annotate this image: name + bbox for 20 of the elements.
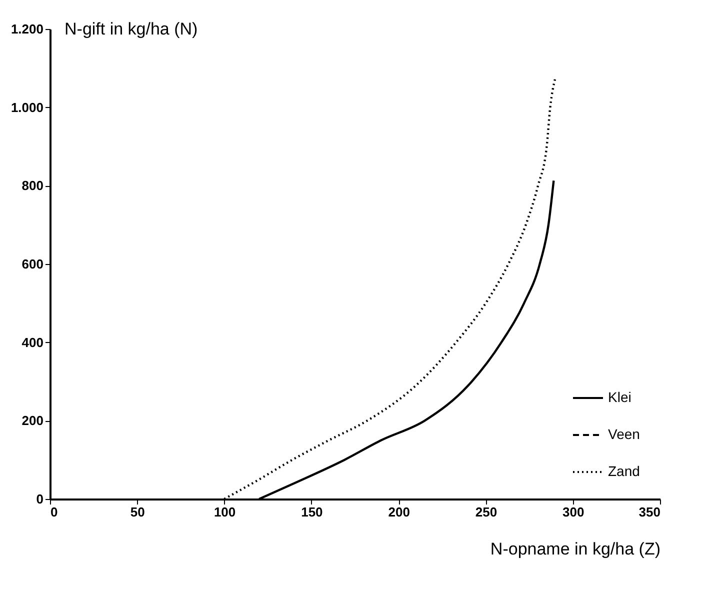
y-tick-label: 0	[36, 492, 44, 506]
legend-label: Klei	[608, 389, 632, 405]
y-tick-label: 800	[22, 178, 44, 194]
y-tick-label: 200	[22, 413, 44, 428]
x-tick-label: 50	[130, 504, 145, 520]
x-tick-label: 250	[475, 504, 498, 520]
legend-label: Zand	[608, 463, 640, 479]
x-tick-label: 100	[214, 504, 236, 520]
y-tick-label: 600	[22, 256, 44, 272]
x-axis-title: N-opname in kg/ha (Z)	[490, 540, 660, 558]
x-tick-label: 0	[50, 504, 58, 520]
x-tick-label: 350	[638, 504, 660, 520]
y-tick-label: 1.200	[10, 22, 44, 36]
x-tick-label: 200	[388, 504, 410, 520]
x-tick-label: 150	[301, 504, 323, 520]
y-tick-label: 1.000	[10, 100, 44, 115]
x-tick-label: 300	[562, 504, 584, 520]
legend-label: Veen	[608, 426, 640, 442]
y-tick-label: 400	[22, 334, 44, 350]
y-axis-title: N-gift in kg/ha (N)	[64, 20, 198, 38]
